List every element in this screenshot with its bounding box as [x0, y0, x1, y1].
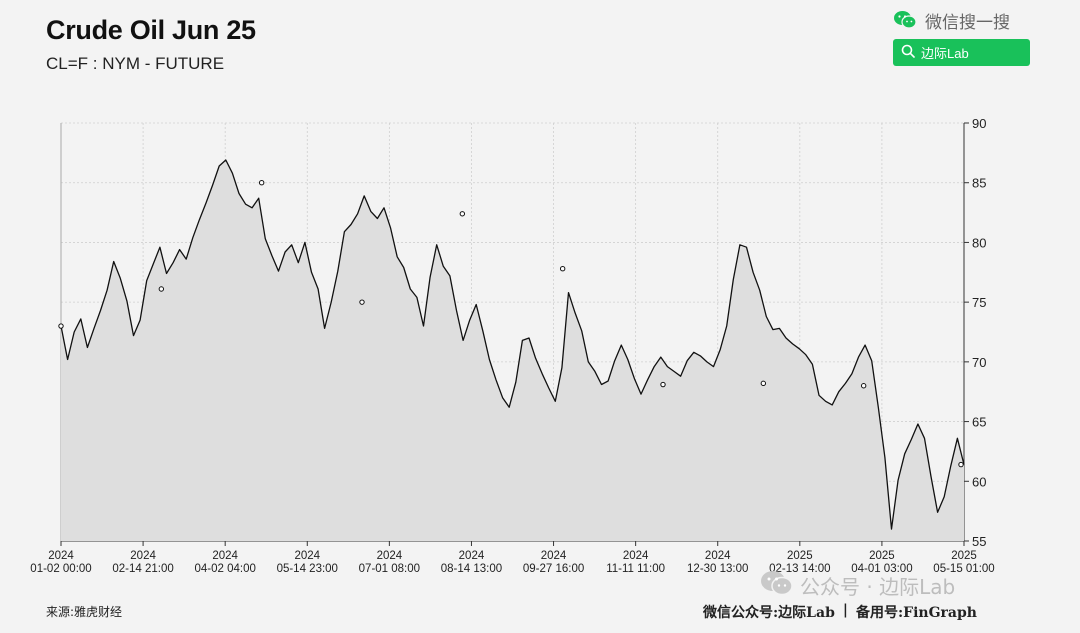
series-marker [258, 180, 265, 186]
wechat-icon [893, 10, 917, 30]
x-tick-date: 01-02 00:00 [30, 563, 91, 575]
y-tick-label: 65 [972, 415, 986, 430]
x-tick-date: 02-13 14:00 [769, 563, 830, 575]
y-tick-label: 90 [972, 116, 986, 131]
y-tick-label: 55 [972, 534, 986, 549]
series-marker [58, 323, 64, 329]
x-tick-date: 09-27 16:00 [523, 563, 584, 575]
search-icon [901, 44, 915, 61]
x-tick-year: 2024 [541, 550, 567, 562]
x-tick-date: 11-11 11:00 [606, 563, 665, 575]
x-tick-date: 04-02 04:00 [194, 563, 255, 575]
data-source: 来源:雅虎财经 [46, 605, 123, 619]
chart-title: Crude Oil Jun 25 [46, 15, 256, 45]
footer-credits: 微信公众号:边际Lab | 备用号:FinGraph [703, 602, 977, 622]
footer-backup: 备用号:FinGraph [855, 605, 977, 621]
series-line [60, 159, 965, 530]
x-tick-date: 08-14 13:00 [441, 563, 502, 575]
y-tick-label: 85 [972, 176, 986, 191]
x-tick-year: 2024 [48, 550, 74, 562]
series-marker [158, 286, 165, 292]
wechat-search-header[interactable]: 微信搜一搜 [893, 8, 1043, 32]
wechat-watermark-icon [760, 570, 794, 601]
x-tick-year: 2025 [869, 550, 895, 562]
series-marker [660, 381, 666, 388]
watermark-text: 公众号 · 边际Lab [800, 575, 956, 599]
footer-divider: | [842, 602, 848, 618]
x-tick-year: 2025 [787, 550, 813, 562]
x-tick-date: 02-14 21:00 [112, 563, 173, 575]
series-marker [559, 266, 566, 272]
x-tick-year: 2024 [459, 550, 485, 562]
series-marker [860, 383, 867, 389]
x-tick-date: 05-15 01:00 [933, 563, 994, 575]
y-tick-label: 80 [972, 235, 986, 250]
x-tick-year: 2024 [377, 550, 403, 562]
x-tick-date: 04-01 03:00 [851, 563, 912, 575]
series-marker [760, 380, 767, 387]
y-tick-label: 70 [972, 355, 986, 370]
x-tick-date: 05-14 23:00 [277, 563, 338, 575]
x-tick-year: 2024 [623, 550, 649, 562]
footer-account: 微信公众号:边际Lab [703, 605, 835, 621]
x-tick-date: 12-30 13:00 [687, 563, 748, 575]
x-tick-date: 07-01 08:00 [359, 563, 420, 575]
wechat-search-button-label: 边际Lab [921, 46, 969, 61]
watermark: 公众号 · 边际Lab [760, 570, 955, 601]
series-marker [359, 299, 365, 305]
x-tick-year: 2024 [294, 550, 320, 562]
wechat-search-label: 微信搜一搜 [925, 12, 1010, 32]
series-marker [459, 211, 466, 217]
chart-subtitle: CL=F : NYM - FUTURE [46, 54, 225, 73]
x-tick-year: 2025 [951, 550, 977, 562]
series-marker [958, 461, 964, 468]
y-tick-label: 60 [972, 474, 986, 489]
wechat-search-button[interactable]: 边际Lab [893, 39, 1030, 66]
x-tick-year: 2024 [705, 550, 731, 562]
x-tick-year: 2024 [212, 550, 238, 562]
y-tick-label: 75 [972, 295, 986, 310]
x-tick-year: 2024 [130, 550, 156, 562]
